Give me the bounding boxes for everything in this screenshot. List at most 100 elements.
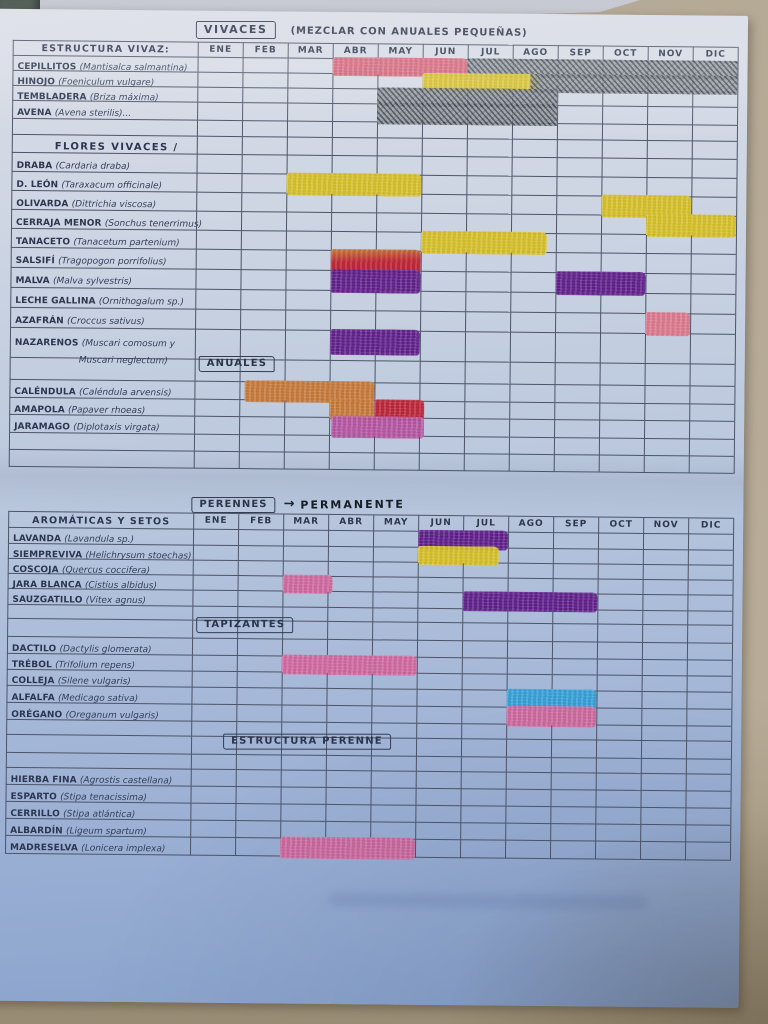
month-cell (371, 706, 417, 724)
month-cell (285, 310, 331, 331)
month-cell (550, 758, 596, 774)
month-cell (191, 704, 237, 723)
month-cell (241, 137, 287, 156)
month-cell (640, 824, 686, 843)
month-cell (644, 363, 690, 387)
month-cell (284, 360, 330, 383)
month-cell (195, 309, 241, 331)
plant-name: OLIVARDA (16, 198, 72, 210)
month-cell (370, 771, 416, 789)
month-cell (506, 658, 552, 676)
month-cell (691, 178, 737, 198)
month-cell (191, 671, 237, 689)
month-cell (466, 139, 512, 158)
month-cell (692, 107, 738, 126)
month-cell (236, 705, 282, 723)
month-cell (640, 790, 686, 809)
month-cell (505, 823, 551, 842)
month-cell (461, 690, 507, 708)
month-cell (640, 807, 686, 826)
month-cell (419, 361, 465, 385)
month-cell (285, 290, 331, 311)
month-cell (461, 641, 508, 659)
month-cell (325, 804, 371, 823)
month-cell (415, 738, 462, 758)
month-cell (460, 789, 506, 807)
month-cell (596, 642, 643, 660)
month-cell (421, 156, 467, 177)
month-cell (646, 158, 692, 179)
month-cell (643, 420, 690, 440)
row-label-cell: NAZARENOS (Muscari comosum y Muscari negl… (9, 327, 196, 366)
month-cell (419, 401, 465, 420)
month-cell (419, 418, 465, 438)
month-cell (281, 672, 327, 689)
section-box-tapizantes: TAPIZANTES (196, 617, 294, 634)
month-cell (242, 73, 288, 89)
month-cell (690, 254, 736, 275)
latin-name: (Croccus sativus) (67, 316, 145, 328)
month-cell (505, 772, 551, 791)
month-cell (197, 87, 243, 104)
month-cell (239, 400, 285, 418)
month-cell (595, 773, 641, 791)
month-cell (466, 176, 512, 196)
month-cell (287, 73, 333, 89)
plant-name: DACTILO (11, 643, 60, 655)
month-cell (242, 103, 288, 122)
month-cell (595, 790, 641, 808)
month-cell (461, 707, 507, 725)
month-cell (596, 675, 642, 692)
month-cell (235, 770, 281, 788)
month-cell (646, 124, 693, 142)
month-cell (642, 624, 688, 644)
month-cell (464, 332, 511, 363)
month-cell (504, 840, 551, 860)
month-cell (645, 273, 691, 295)
month-cell (596, 708, 642, 726)
latin-name: (Avena sterilis)... (54, 108, 132, 120)
month-cell (328, 435, 375, 454)
month-cell (465, 252, 511, 273)
month-cell (239, 417, 285, 436)
month-cell (690, 235, 736, 255)
month-cell (419, 331, 466, 363)
month-cell (460, 757, 506, 773)
month-cell (689, 364, 735, 387)
month-cell (509, 402, 555, 421)
month-cell (285, 250, 331, 271)
blank-label-cell (8, 432, 195, 452)
month-label: DIC (700, 520, 722, 531)
month-cell (460, 739, 507, 758)
plant-name: TANACETO (15, 236, 74, 248)
latin-name: (Tanacetum partenium) (73, 237, 180, 249)
month-cell (596, 691, 642, 709)
month-cell (193, 434, 240, 453)
month-cell (195, 211, 242, 232)
month-cell (374, 361, 420, 384)
month-cell (327, 607, 373, 623)
month-cell (552, 624, 598, 643)
month-cell (595, 824, 641, 842)
latin-name: (Malva sylvestris) (52, 276, 133, 288)
month-cell (505, 757, 551, 774)
month-cell (464, 384, 510, 403)
month-cell (551, 725, 597, 741)
arrow-icon: → (283, 496, 295, 512)
month-cell (466, 157, 512, 177)
row-label-cell: COSCOJA (Quercus coccifera) (7, 558, 193, 576)
month-cell (462, 609, 508, 624)
month-cell (511, 195, 557, 216)
month-cell (194, 399, 240, 418)
month-cell (552, 564, 598, 580)
month-cell (241, 121, 288, 138)
month-cell (647, 91, 693, 108)
month-cell (464, 402, 510, 420)
latin-name: (Sonchus tenerrimus) (104, 218, 203, 230)
row-label-cell: DRABA (Cardaria draba) (11, 152, 197, 174)
month-cell (235, 755, 281, 771)
month-cell (197, 72, 243, 89)
month-cell (509, 384, 555, 404)
latin-name: (Cardaria draba) (55, 161, 131, 173)
